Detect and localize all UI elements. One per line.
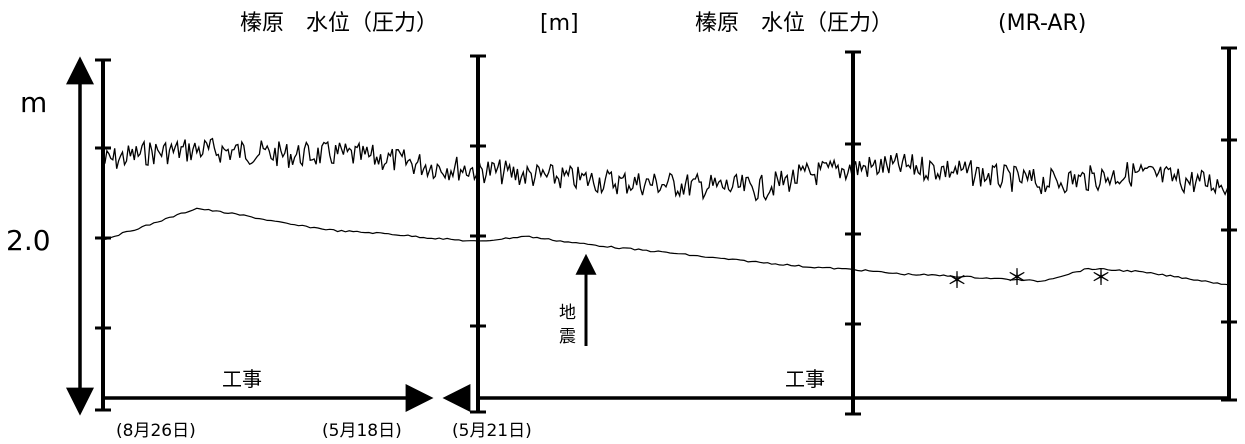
chart-title-station-id: (MR-AR) [998, 11, 1086, 36]
earthquake-label-1: 地 [559, 303, 576, 323]
axis-bar-1 [95, 58, 111, 412]
date-label-aug26: (8月26日) [116, 421, 196, 441]
axis-bar-3 [845, 50, 861, 416]
series-line-noisy [102, 137, 1230, 202]
axis-bar-2 [470, 54, 486, 414]
date-label-may18: (5月18日) [322, 421, 402, 441]
step-marker-2: ＊ [1006, 266, 1028, 291]
chart-title-right: 榛原 水位（圧力） [695, 11, 893, 36]
axis-bar-4 [1221, 46, 1237, 402]
earthquake-label-2: 震 [559, 327, 576, 347]
chart-title-unit: [m] [540, 11, 579, 36]
series-line-smooth [102, 207, 1230, 286]
chart-title-left: 榛原 水位（圧力） [240, 11, 438, 36]
construction-label-left: 工事 [222, 367, 262, 391]
construction-label-right: 工事 [785, 367, 825, 391]
y-tick-label-2-0: 2.0 [6, 224, 51, 257]
step-marker-1: ＊ [946, 269, 968, 294]
step-marker-3: ＊ [1090, 266, 1112, 291]
y-axis-unit-label: m [20, 86, 47, 119]
date-label-may21: (5月21日) [452, 421, 532, 441]
